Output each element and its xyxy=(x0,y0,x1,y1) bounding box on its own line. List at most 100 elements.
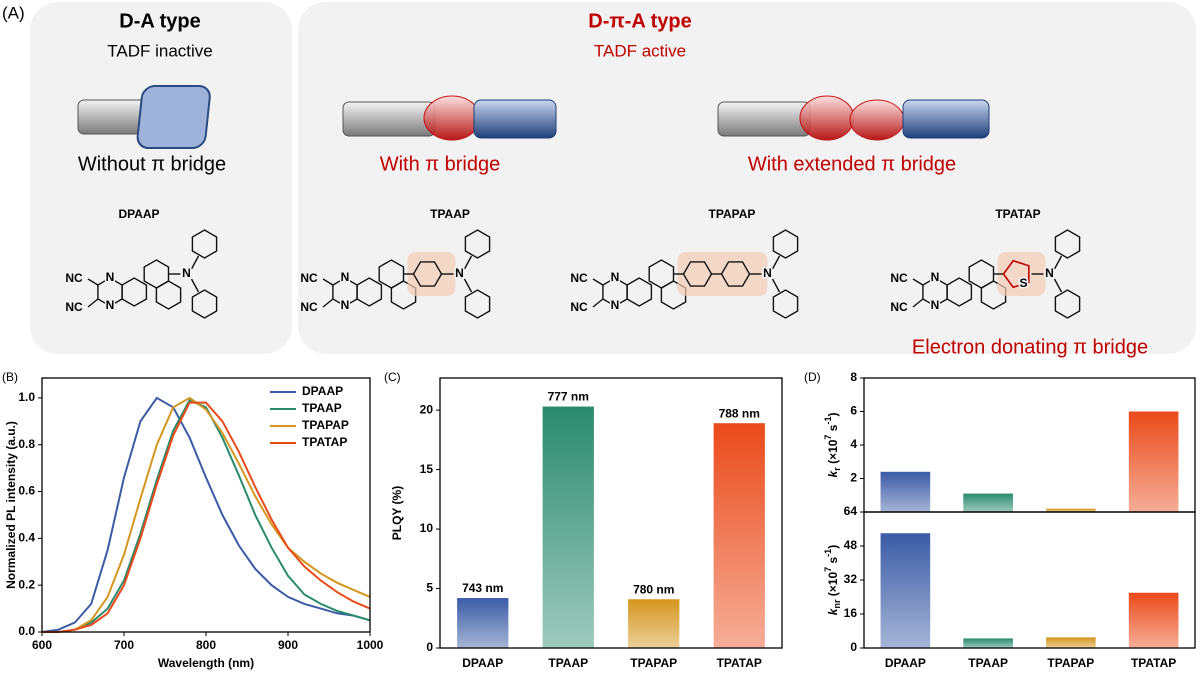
bond xyxy=(322,278,334,286)
x-tick-label: 800 xyxy=(196,638,216,652)
y-tick-label: 4 xyxy=(850,437,857,451)
bond xyxy=(87,278,99,286)
atom-label: NC xyxy=(570,300,588,314)
y-tick-label: 1.0 xyxy=(18,390,35,404)
x-tick-label: DPAAP xyxy=(462,656,503,670)
panel-box xyxy=(298,2,1196,354)
plot-frame xyxy=(41,377,371,633)
y-axis-label: Normalized PL intensity (a.u.) xyxy=(4,421,18,589)
atom-label: NC xyxy=(300,300,318,314)
y-axis-label-part: ) xyxy=(826,413,840,417)
x-tick-label: TPAAP xyxy=(968,656,1008,670)
dpa-title: D-π-A type xyxy=(588,10,691,32)
atom-label: N xyxy=(611,298,620,312)
bar xyxy=(628,599,680,648)
y-axis-label-part: -1 xyxy=(823,417,833,425)
atom-label: N xyxy=(931,298,940,312)
ring xyxy=(356,277,383,307)
atom-label: N xyxy=(106,298,115,312)
panel-label: (D) xyxy=(804,370,821,384)
plot-frame xyxy=(863,511,1196,649)
bar xyxy=(713,423,765,648)
y-tick-label: 0.0 xyxy=(18,624,35,638)
bar xyxy=(880,533,931,648)
ring xyxy=(772,229,799,259)
y-tick-label: 15 xyxy=(420,462,434,476)
plot-frame xyxy=(439,377,783,649)
atom-label: N xyxy=(182,266,191,280)
x-tick-label: 700 xyxy=(114,638,134,652)
y-axis-label-part: (×10 xyxy=(826,572,840,600)
x-tick-label: TPAPAP xyxy=(1047,656,1094,670)
y-axis-label-part: s xyxy=(826,424,840,434)
y-tick-label: 20 xyxy=(420,402,434,416)
atom-label: N xyxy=(341,298,350,312)
y-tick-label: 48 xyxy=(844,538,858,552)
bridge-highlight xyxy=(997,252,1046,296)
ring xyxy=(772,289,799,319)
x-axis-label: Wavelength (nm) xyxy=(158,656,254,670)
legend-label: DPAAP xyxy=(302,384,343,398)
bar-annotation: 777 nm xyxy=(548,390,589,404)
y-axis-label-part: r xyxy=(832,467,842,471)
bond xyxy=(912,298,924,308)
atom-label: NC xyxy=(890,300,908,314)
legend-label: TPAAP xyxy=(302,401,342,415)
line-series xyxy=(42,398,371,633)
x-tick-label: 900 xyxy=(278,638,298,652)
bond xyxy=(463,278,473,293)
bar-annotation: 780 nm xyxy=(633,582,674,596)
x-tick-label: DPAAP xyxy=(885,656,926,670)
y-tick-label: 8 xyxy=(850,370,857,384)
ring xyxy=(1054,229,1081,259)
y-axis-label-part: 7 xyxy=(823,435,833,440)
y-tick-label: 32 xyxy=(844,572,858,586)
molecule-name: TPATAP xyxy=(995,207,1040,221)
y-axis-label: knr (×107 s-1) xyxy=(823,545,842,615)
y-axis-label-part: k xyxy=(826,469,840,477)
atom-label: NC xyxy=(65,300,83,314)
bond xyxy=(592,298,604,308)
panel-label: (C) xyxy=(384,370,401,384)
bar xyxy=(1046,508,1096,512)
bond xyxy=(912,278,924,286)
y-axis-label-part: nr xyxy=(832,599,842,608)
bond xyxy=(463,255,473,270)
atom-label: NC xyxy=(570,271,588,285)
legend-label: TPAPAP xyxy=(302,418,349,432)
atom-label: N xyxy=(763,266,772,280)
ring xyxy=(191,229,218,259)
ring xyxy=(720,261,751,287)
bond xyxy=(592,278,604,286)
bond xyxy=(1053,255,1063,270)
ring xyxy=(626,277,653,307)
line-series xyxy=(41,396,371,633)
y-tick-label: 10 xyxy=(420,521,434,535)
bar xyxy=(963,493,1013,512)
y-tick-label: 16 xyxy=(844,606,858,620)
atom-label: S xyxy=(1019,276,1027,290)
atom-label: N xyxy=(1045,266,1054,280)
atom-label: N xyxy=(106,270,115,284)
bond xyxy=(87,298,99,308)
y-axis-label-part: s xyxy=(826,556,840,566)
molecule-name: TPAPAP xyxy=(709,207,756,221)
y-tick-label: 2 xyxy=(850,471,857,485)
da-title: D-A type xyxy=(119,10,200,32)
ring xyxy=(682,261,713,287)
da-illustration xyxy=(77,85,211,149)
bond xyxy=(1053,278,1063,293)
bond xyxy=(190,255,200,270)
ring xyxy=(1054,289,1081,319)
bar xyxy=(880,471,931,512)
dpa-caption: With extended π bridge xyxy=(748,153,956,175)
dpa-illustration xyxy=(342,95,990,141)
x-tick-label: TPAAP xyxy=(548,656,588,670)
line-series xyxy=(42,396,371,633)
x-tick-label: TPAPAP xyxy=(630,656,677,670)
panel-label: (B) xyxy=(2,370,18,384)
y-tick-label: 0.8 xyxy=(18,437,35,451)
ring xyxy=(412,261,443,287)
